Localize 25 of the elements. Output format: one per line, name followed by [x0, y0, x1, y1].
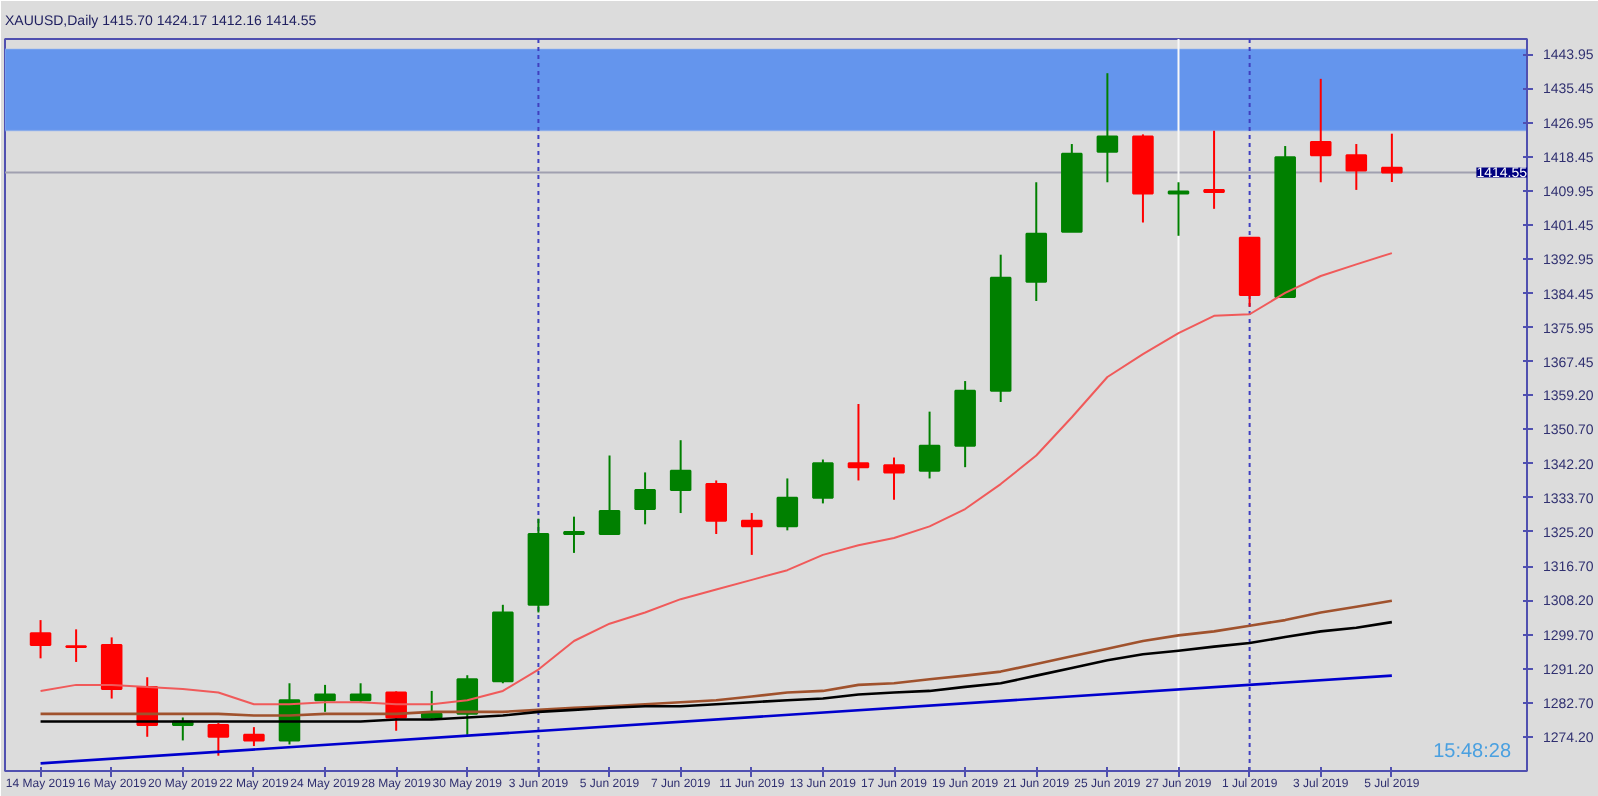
candlestick	[1025, 181, 1048, 302]
candlestick	[314, 683, 336, 713]
candlestick	[669, 439, 692, 515]
candlestick	[563, 515, 585, 554]
candlestick	[883, 456, 905, 501]
candlestick	[598, 454, 621, 535]
candlestick	[65, 628, 87, 663]
candlestick	[705, 479, 727, 535]
candlestick	[243, 726, 265, 748]
candlestick	[812, 458, 834, 505]
candlestick	[918, 410, 941, 480]
candlestick	[1345, 143, 1368, 191]
candlestick	[776, 477, 799, 532]
text: 15:48:28	[1433, 741, 1512, 763]
candlestick	[207, 722, 230, 757]
candlestick	[634, 471, 656, 526]
candlestick	[1167, 181, 1190, 237]
candlestick	[1309, 77, 1332, 184]
candlestick	[847, 402, 870, 482]
candlestick	[29, 619, 52, 660]
candlestick	[1203, 129, 1225, 210]
candlestick	[741, 512, 763, 556]
candlestick	[1381, 132, 1403, 184]
candlestick	[1096, 72, 1119, 184]
candlestick	[100, 636, 123, 700]
